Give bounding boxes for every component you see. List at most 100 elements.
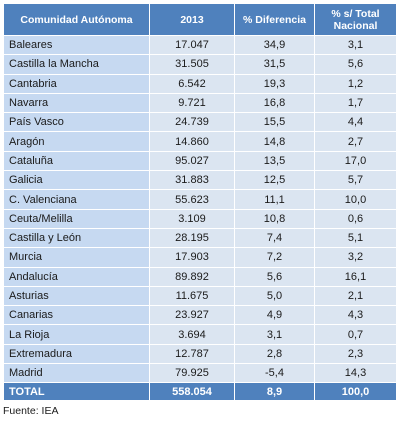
cell-comunidad: Castilla y León	[3, 227, 150, 249]
cell-2013: 6.542	[149, 73, 235, 94]
table-row: Canarias 23.927 4,9 4,3	[3, 305, 397, 326]
table-row: C. Valenciana 55.623 11,1 10,0	[3, 189, 397, 210]
table-body: Baleares 17.047 34,9 3,1 Castilla la Mancha 3…	[3, 34, 397, 402]
table-row: Murcia 17.903 7,2 3,2	[3, 247, 397, 268]
cell-comunidad: Asturias	[3, 285, 150, 307]
cell-total-nacional: 1,2	[314, 73, 397, 94]
cell-diferencia: 16,8	[234, 92, 315, 114]
cell-total-nacional: 4,3	[314, 305, 397, 326]
cell-comunidad: Extremadura	[3, 343, 150, 365]
total-cell-diferencia: 8,9	[234, 382, 315, 402]
cell-diferencia: 12,5	[234, 170, 315, 191]
table-row: Aragón 14.860 14,8 2,7	[3, 131, 397, 152]
cell-comunidad: Baleares	[3, 34, 150, 56]
cell-total-nacional: 5,6	[314, 54, 397, 75]
header-total-nacional: % s/ Total Nacional	[314, 3, 397, 36]
cell-total-nacional: 3,1	[314, 34, 397, 56]
cell-2013: 28.195	[149, 227, 235, 249]
header-diferencia: % Diferencia	[234, 3, 315, 36]
table-total-row: TOTAL 558.054 8,9 100,0	[3, 382, 397, 402]
cell-diferencia: 10,8	[234, 208, 315, 229]
header-comunidad: Comunidad Autónoma	[3, 3, 150, 36]
cell-2013: 24.739	[149, 112, 235, 133]
cell-total-nacional: 0,7	[314, 324, 397, 345]
cell-diferencia: 14,8	[234, 131, 315, 152]
cell-diferencia: 31,5	[234, 54, 315, 75]
comunidades-table: Comunidad Autónoma 2013 % Diferencia % s…	[3, 3, 397, 402]
cell-diferencia: 11,1	[234, 189, 315, 210]
cell-total-nacional: 2,7	[314, 131, 397, 152]
source-note: Fuente: IEA	[3, 405, 59, 417]
cell-2013: 31.883	[149, 170, 235, 191]
total-cell-2013: 558.054	[149, 382, 235, 402]
cell-2013: 11.675	[149, 285, 235, 307]
cell-comunidad: Aragón	[3, 131, 150, 152]
table-row: Asturias 11.675 5,0 2,1	[3, 285, 397, 307]
cell-total-nacional: 2,1	[314, 285, 397, 307]
cell-diferencia: 7,2	[234, 247, 315, 268]
cell-total-nacional: 5,1	[314, 227, 397, 249]
cell-comunidad: Andalucía	[3, 266, 150, 287]
cell-total-nacional: 16,1	[314, 266, 397, 287]
cell-comunidad: C. Valenciana	[3, 189, 150, 210]
table-row: Cataluña 95.027 13,5 17,0	[3, 150, 397, 172]
table-row: La Rioja 3.694 3,1 0,7	[3, 324, 397, 345]
table-row: Navarra 9.721 16,8 1,7	[3, 92, 397, 114]
table-row: Baleares 17.047 34,9 3,1	[3, 34, 397, 56]
cell-2013: 17.903	[149, 247, 235, 268]
cell-total-nacional: 4,4	[314, 112, 397, 133]
cell-diferencia: 15,5	[234, 112, 315, 133]
cell-comunidad: Castilla la Mancha	[3, 54, 150, 75]
cell-comunidad: Madrid	[3, 363, 150, 384]
cell-comunidad: Murcia	[3, 247, 150, 268]
cell-2013: 55.623	[149, 189, 235, 210]
cell-2013: 3.109	[149, 208, 235, 229]
cell-diferencia: 13,5	[234, 150, 315, 172]
cell-total-nacional: 2,3	[314, 343, 397, 365]
table-row: Castilla la Mancha 31.505 31,5 5,6	[3, 54, 397, 75]
cell-total-nacional: 1,7	[314, 92, 397, 114]
cell-2013: 23.927	[149, 305, 235, 326]
cell-comunidad: La Rioja	[3, 324, 150, 345]
table-row: Andalucía 89.892 5,6 16,1	[3, 266, 397, 287]
cell-diferencia: 2,8	[234, 343, 315, 365]
table-row: País Vasco 24.739 15,5 4,4	[3, 112, 397, 133]
cell-comunidad: Cantabria	[3, 73, 150, 94]
cell-total-nacional: 3,2	[314, 247, 397, 268]
table-header-row: Comunidad Autónoma 2013 % Diferencia % s…	[3, 3, 397, 36]
cell-comunidad: Navarra	[3, 92, 150, 114]
table-row: Castilla y León 28.195 7,4 5,1	[3, 227, 397, 249]
cell-2013: 89.892	[149, 266, 235, 287]
cell-diferencia: 34,9	[234, 34, 315, 56]
cell-comunidad: Ceuta/Melilla	[3, 208, 150, 229]
table-row: Ceuta/Melilla 3.109 10,8 0,6	[3, 208, 397, 229]
cell-total-nacional: 5,7	[314, 170, 397, 191]
data-table-container: Comunidad Autónoma 2013 % Diferencia % s…	[3, 3, 397, 402]
total-cell-total-nacional: 100,0	[314, 382, 397, 402]
cell-2013: 12.787	[149, 343, 235, 365]
cell-comunidad: Canarias	[3, 305, 150, 326]
cell-comunidad: Galicia	[3, 170, 150, 191]
table-row: Galicia 31.883 12,5 5,7	[3, 170, 397, 191]
cell-diferencia: 4,9	[234, 305, 315, 326]
cell-2013: 31.505	[149, 54, 235, 75]
cell-diferencia: 5,6	[234, 266, 315, 287]
cell-diferencia: 19,3	[234, 73, 315, 94]
cell-2013: 9.721	[149, 92, 235, 114]
table-row: Madrid 79.925 -5,4 14,3	[3, 363, 397, 384]
cell-diferencia: 5,0	[234, 285, 315, 307]
table-row: Cantabria 6.542 19,3 1,2	[3, 73, 397, 94]
cell-total-nacional: 14,3	[314, 363, 397, 384]
header-2013: 2013	[149, 3, 235, 36]
cell-total-nacional: 10,0	[314, 189, 397, 210]
cell-2013: 14.860	[149, 131, 235, 152]
cell-total-nacional: 17,0	[314, 150, 397, 172]
table-row: Extremadura 12.787 2,8 2,3	[3, 343, 397, 365]
cell-2013: 95.027	[149, 150, 235, 172]
cell-comunidad: País Vasco	[3, 112, 150, 133]
cell-diferencia: 3,1	[234, 324, 315, 345]
cell-2013: 17.047	[149, 34, 235, 56]
cell-diferencia: 7,4	[234, 227, 315, 249]
cell-2013: 3.694	[149, 324, 235, 345]
cell-comunidad: Cataluña	[3, 150, 150, 172]
